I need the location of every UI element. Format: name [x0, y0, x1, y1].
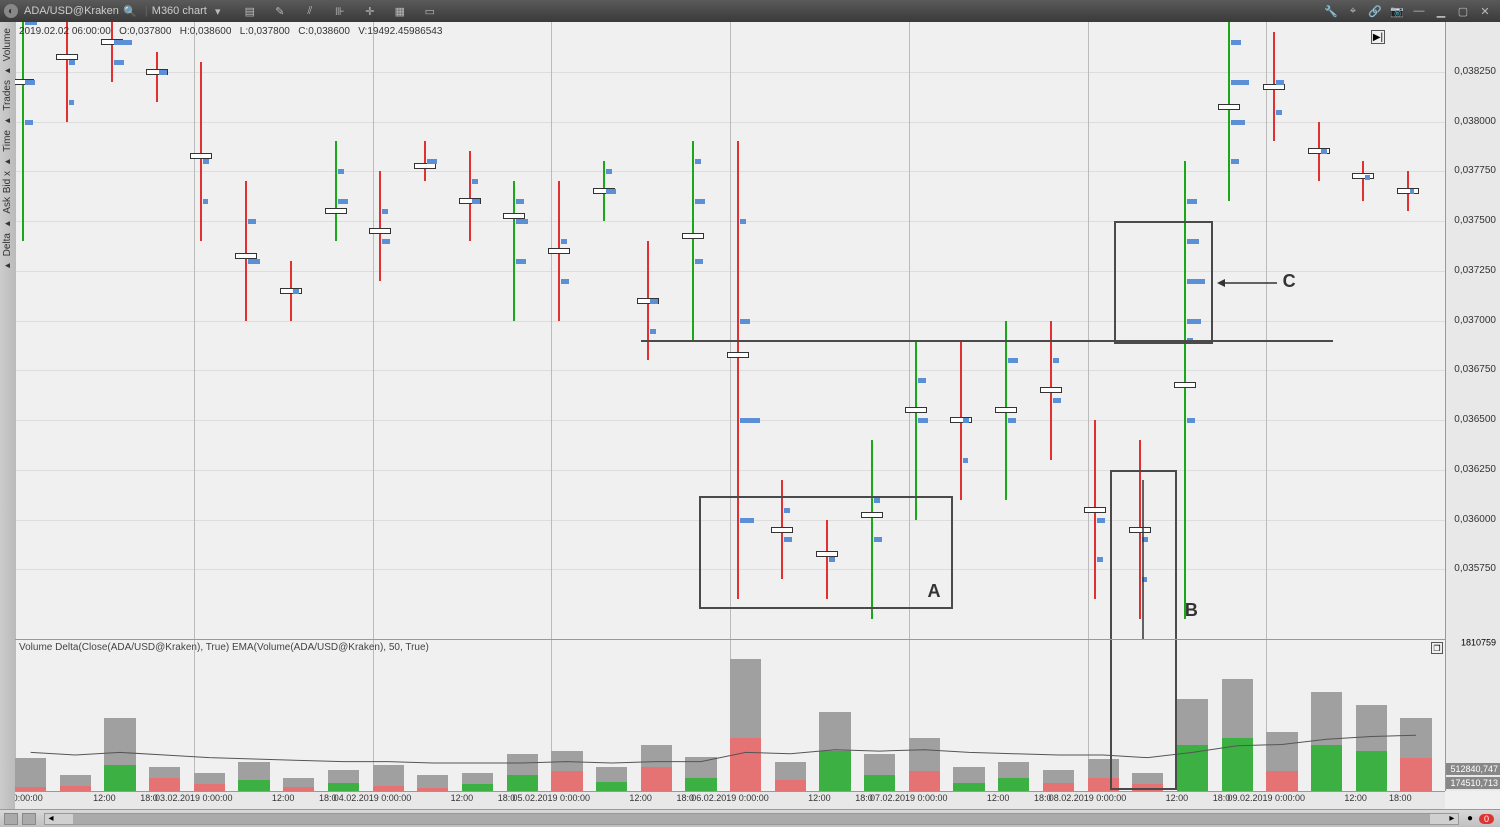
price-tick: 0,036250 [1454, 465, 1496, 475]
time-tick: 12:00 [1344, 794, 1367, 803]
maximize-icon[interactable]: ▢ [1454, 3, 1472, 19]
left-rail: Volume ▸ Trades ▸ Time ▸ Bid x Ask ▸ Del… [0, 22, 15, 809]
time-tick: 09.02.2019 0:00:00 [1227, 794, 1305, 803]
camera-icon[interactable]: 📷 [1388, 3, 1406, 19]
grid-icon[interactable]: ▦ [391, 3, 409, 19]
notification-badge[interactable]: 0 [1479, 814, 1494, 824]
time-tick: 03.02.2019 0:00:00 [155, 794, 233, 803]
time-tick: 04.02.2019 0:00:00 [334, 794, 412, 803]
price-tick: 0,035750 [1454, 564, 1496, 574]
price-tick: 0,036000 [1454, 515, 1496, 525]
annotation-box-a[interactable] [699, 496, 954, 609]
annotation-box-c[interactable] [1114, 221, 1212, 344]
price-tick: 0,036750 [1454, 365, 1496, 375]
pencil-icon[interactable]: ✎ [271, 3, 289, 19]
rail-bid[interactable]: Bid x [2, 171, 13, 193]
annotation-label-b: B [1185, 600, 1198, 621]
close-icon[interactable]: ✕ [1476, 3, 1494, 19]
time-tick: 12:00 [629, 794, 652, 803]
ohlc-readout: 2019.02.02 06:00:00 O:0,037800 H:0,03860… [19, 26, 442, 37]
panel-icon[interactable]: ▭ [421, 3, 439, 19]
app-logo-icon: ◐ [4, 4, 18, 18]
candlestick-icon[interactable]: ⊪ [331, 3, 349, 19]
skip-to-end-icon[interactable]: ▶| [1371, 30, 1385, 44]
time-tick: 08.02.2019 0:00:00 [1049, 794, 1127, 803]
volume-bar [15, 758, 46, 791]
chevron-down-icon[interactable]: ▾ [209, 3, 227, 19]
price-tick: 0,036500 [1454, 415, 1496, 425]
time-axis[interactable]: 0 0:00:0012:0018:003.02.2019 0:00:0012:0… [15, 791, 1445, 809]
time-tick: 07.02.2019 0:00:00 [870, 794, 948, 803]
annotation-arrow-c [1217, 277, 1277, 289]
volume-axis-max: 1810759 [1461, 639, 1496, 648]
price-tick: 0,037500 [1454, 216, 1496, 226]
rail-time[interactable]: Time [2, 130, 13, 152]
time-tick: 05.02.2019 0:00:00 [512, 794, 590, 803]
dash-icon[interactable]: — [1410, 3, 1428, 19]
annotation-label-a: A [927, 581, 940, 602]
price-chart[interactable]: ▶| A B C [15, 22, 1445, 639]
rail-trades[interactable]: Trades [2, 80, 13, 111]
status-icon-1[interactable] [4, 813, 18, 825]
status-icon-2[interactable] [22, 813, 36, 825]
wrench-icon[interactable]: 🔧 [1322, 3, 1340, 19]
crosshair-icon[interactable]: ✛ [361, 3, 379, 19]
time-tick: 12:00 [93, 794, 116, 803]
time-tick: 18:00 [1389, 794, 1412, 803]
link-icon[interactable]: 🔗 [1366, 3, 1384, 19]
volume-axis-marker: 174510,713 [1446, 777, 1500, 789]
statusbar: ◂ ▸ ● 0 [0, 809, 1500, 827]
time-tick: 06.02.2019 0:00:00 [691, 794, 769, 803]
chart-line-icon[interactable]: ⫽ [301, 3, 319, 19]
volume-chart[interactable]: Volume Delta(Close(ADA/USD@Kraken), True… [15, 639, 1445, 791]
time-tick: 0 0:00:00 [15, 794, 43, 803]
price-tick: 0,037750 [1454, 166, 1496, 176]
volume-indicator-label: Volume Delta(Close(ADA/USD@Kraken), True… [19, 642, 429, 653]
time-tick: 12:00 [1166, 794, 1189, 803]
rail-ask[interactable]: Ask [2, 197, 13, 214]
chart-area: 2019.02.02 06:00:00 O:0,037800 H:0,03860… [15, 22, 1500, 809]
annotation-label-c: C [1283, 271, 1296, 292]
price-axis[interactable]: 0,038250 0,038000 0,037750 0,037500 0,037250… [1445, 22, 1500, 639]
layers-icon[interactable]: ▤ [241, 3, 259, 19]
annotation-arrow-b [1137, 480, 1149, 639]
volume-axis[interactable]: 1810759 512840,747 174510,713 [1445, 639, 1500, 791]
rail-delta[interactable]: Delta [2, 233, 13, 256]
status-dot-icon: ● [1467, 813, 1473, 824]
minimize-icon[interactable]: ▁ [1432, 3, 1450, 19]
annotation-hline[interactable] [641, 340, 1334, 342]
time-tick: 12:00 [808, 794, 831, 803]
symbol-name: ADA/USD@Kraken [24, 5, 119, 17]
search-icon[interactable]: 🔍 [121, 3, 139, 19]
price-tick: 0,038000 [1454, 117, 1496, 127]
time-tick: 12:00 [451, 794, 474, 803]
titlebar: ◐ ADA/USD@Kraken 🔍 | M360 chart ▾ ▤ ✎ ⫽ … [0, 0, 1500, 22]
price-tick: 0,038250 [1454, 67, 1496, 77]
rail-volume[interactable]: Volume [2, 28, 13, 61]
volume-axis-marker: 512840,747 [1446, 763, 1500, 775]
time-tick: 12:00 [987, 794, 1010, 803]
timeframe-label: M360 chart [152, 5, 207, 17]
restore-panel-icon[interactable]: ❐ [1431, 642, 1443, 654]
price-tick: 0,037250 [1454, 266, 1496, 276]
price-tick: 0,037000 [1454, 316, 1496, 326]
magnet-icon[interactable]: ⌖ [1344, 3, 1362, 19]
annotation-box-b-vol [1110, 640, 1177, 790]
time-tick: 12:00 [272, 794, 295, 803]
horizontal-scrollbar[interactable]: ◂ ▸ [44, 813, 1459, 825]
